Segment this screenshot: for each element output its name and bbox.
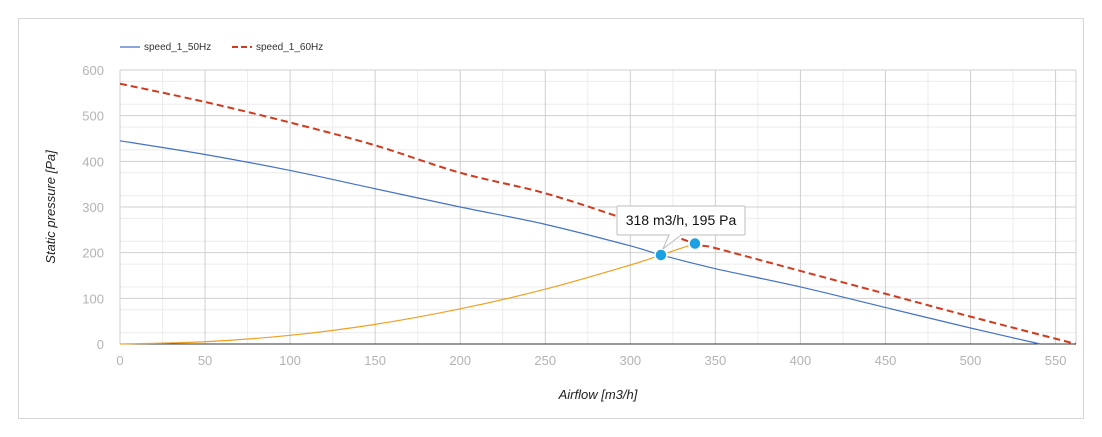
legend-label[interactable]: speed_1_50Hz: [144, 42, 211, 53]
tooltip: 318 m3/h, 195 Pa: [616, 205, 746, 250]
x-tick-label: 450: [875, 353, 897, 368]
axes: 0 50 100 150 200 250 300 350 400 450 500 550 0 100 200…: [82, 63, 1076, 368]
y-tick-label: 200: [82, 246, 104, 261]
operating-point-marker[interactable]: [688, 236, 702, 251]
marker-layer[interactable]: [654, 236, 702, 262]
x-axis-title: Airflow [m3/h]: [558, 387, 638, 402]
x-tick-label: 300: [619, 353, 641, 368]
legend-label[interactable]: speed_1_60Hz: [256, 42, 323, 53]
y-tick-label: 600: [82, 63, 104, 78]
x-tick-label: 400: [790, 353, 812, 368]
x-tick-label: 100: [279, 353, 301, 368]
series-layer: [119, 82, 1077, 345]
y-axis-title: Static pressure [Pa]: [43, 150, 58, 264]
y-tick-label: 0: [97, 337, 104, 352]
x-tick-label: 250: [534, 353, 556, 368]
x-tick-label: 0: [116, 353, 123, 368]
x-tick-label: 200: [449, 353, 471, 368]
grid-major: [119, 69, 1077, 345]
operating-point-marker[interactable]: [654, 248, 668, 262]
x-tick-label: 150: [364, 353, 386, 368]
x-tick-label: 350: [705, 353, 727, 368]
x-tick-label: 50: [198, 353, 212, 368]
y-tick-label: 500: [82, 109, 104, 124]
tooltip-pointer: [662, 234, 683, 250]
series-line-speed-1-60hz: [119, 82, 1077, 345]
y-tick-label: 100: [82, 291, 104, 306]
x-tick-label: 500: [960, 353, 982, 368]
series-line-system-curve: [119, 242, 696, 345]
tooltip-box: [616, 205, 746, 236]
y-tick-label: 400: [82, 154, 104, 169]
series-line-speed-1-50hz: [119, 140, 1041, 345]
tooltip-text: 318 m3/h, 195 Pa: [626, 212, 737, 228]
legend[interactable]: speed_1_50Hz speed_1_60Hz: [120, 42, 323, 53]
x-tick-label: 550: [1045, 353, 1067, 368]
y-tick-label: 300: [82, 200, 104, 215]
